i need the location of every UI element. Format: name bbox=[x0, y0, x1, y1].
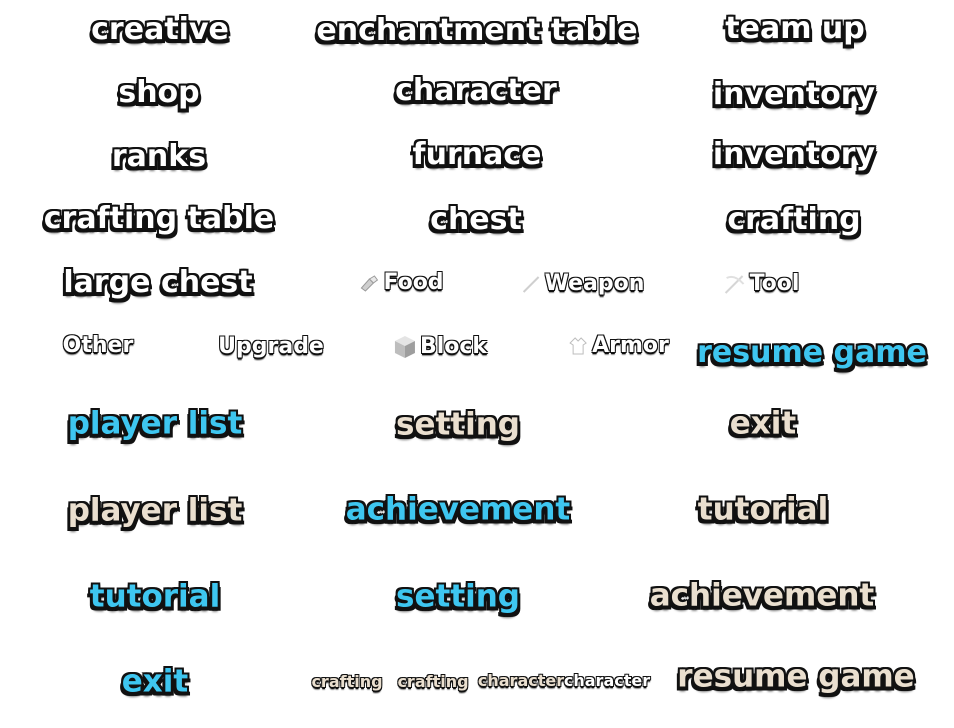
tab-weapon[interactable]: Weapon bbox=[522, 271, 645, 296]
inventory-button[interactable]: inventory bbox=[712, 77, 876, 112]
tutorial-button[interactable]: tutorial bbox=[697, 491, 829, 528]
character-tab-small[interactable]: character bbox=[477, 671, 565, 690]
resume-game-button-active[interactable]: resume game bbox=[697, 335, 927, 370]
tab-block-label: Block bbox=[419, 334, 488, 359]
chest-button[interactable]: chest bbox=[430, 202, 522, 237]
block-icon bbox=[394, 336, 415, 358]
exit-button-active[interactable]: exit bbox=[121, 663, 189, 700]
tab-armor-label: Armor bbox=[592, 333, 669, 358]
inventory-button-alt[interactable]: inventory bbox=[712, 137, 876, 172]
exit-button[interactable]: exit bbox=[729, 405, 797, 442]
crafting-table-button[interactable]: crafting table bbox=[43, 201, 275, 236]
tab-food-label: Food bbox=[383, 270, 444, 295]
tab-armor[interactable]: Armor bbox=[567, 335, 669, 357]
resume-game-button[interactable]: resume game bbox=[677, 658, 915, 695]
setting-button-active[interactable]: setting bbox=[396, 578, 520, 615]
creative-button[interactable]: creative bbox=[91, 12, 229, 47]
armor-icon bbox=[569, 337, 587, 355]
crafting-tab-small[interactable]: crafting bbox=[311, 672, 383, 691]
tab-upgrade[interactable]: Upgrade bbox=[218, 334, 324, 359]
achievement-button[interactable]: achievement bbox=[649, 577, 875, 614]
tab-block[interactable]: Block bbox=[393, 334, 487, 360]
tab-tool[interactable]: Tool bbox=[723, 271, 800, 296]
team-up-button[interactable]: team up bbox=[725, 11, 865, 46]
player-list-button[interactable]: player list bbox=[67, 492, 243, 529]
shop-button[interactable]: shop bbox=[118, 75, 200, 110]
enchantment-table-button[interactable]: enchantment table bbox=[316, 13, 638, 48]
large-chest-button[interactable]: large chest bbox=[63, 265, 253, 300]
furnace-button[interactable]: furnace bbox=[412, 137, 542, 172]
crafting-button[interactable]: crafting bbox=[727, 202, 861, 237]
setting-button[interactable]: setting bbox=[396, 406, 520, 443]
character-tab-small-alt[interactable]: character bbox=[563, 671, 651, 690]
ranks-button[interactable]: ranks bbox=[111, 139, 207, 174]
tab-other[interactable]: Other bbox=[62, 333, 134, 358]
character-button[interactable]: character bbox=[395, 73, 557, 108]
food-icon bbox=[360, 275, 379, 292]
tutorial-button-active[interactable]: tutorial bbox=[89, 578, 221, 615]
crafting-tab-small-alt[interactable]: crafting bbox=[397, 672, 469, 691]
tab-food[interactable]: Food bbox=[358, 270, 444, 295]
tab-weapon-label: Weapon bbox=[544, 271, 645, 296]
player-list-button-active[interactable]: player list bbox=[67, 405, 243, 442]
pickaxe-icon bbox=[724, 275, 745, 294]
achievement-button-active[interactable]: achievement bbox=[345, 491, 571, 528]
tab-tool-label: Tool bbox=[749, 271, 800, 296]
sword-icon bbox=[522, 276, 540, 293]
